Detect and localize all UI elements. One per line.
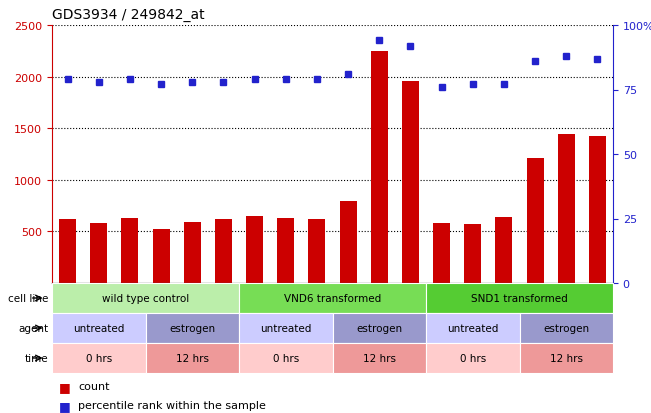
Bar: [402, 81, 419, 283]
Bar: [277, 218, 294, 283]
Bar: [215, 219, 232, 283]
Text: 0 hrs: 0 hrs: [86, 353, 112, 363]
Bar: [309, 219, 326, 283]
Text: estrogen: estrogen: [543, 323, 589, 333]
Text: untreated: untreated: [447, 323, 499, 333]
Text: untreated: untreated: [260, 323, 311, 333]
Bar: [59, 219, 76, 283]
Bar: [370, 52, 388, 283]
Text: estrogen: estrogen: [356, 323, 402, 333]
Text: wild type control: wild type control: [102, 293, 189, 303]
Text: count: count: [78, 381, 109, 392]
Bar: [433, 223, 450, 283]
Text: time: time: [25, 353, 49, 363]
Text: SND1 transformed: SND1 transformed: [471, 293, 568, 303]
Bar: [464, 225, 481, 283]
Text: percentile rank within the sample: percentile rank within the sample: [78, 400, 266, 410]
Text: VND6 transformed: VND6 transformed: [284, 293, 381, 303]
Bar: [90, 223, 107, 283]
Bar: [152, 230, 170, 283]
Bar: [340, 202, 357, 283]
Bar: [121, 218, 139, 283]
Text: cell line: cell line: [8, 293, 49, 303]
Text: GDS3934 / 249842_at: GDS3934 / 249842_at: [52, 8, 204, 22]
Text: estrogen: estrogen: [169, 323, 215, 333]
Text: agent: agent: [19, 323, 49, 333]
Bar: [184, 223, 201, 283]
Bar: [558, 135, 575, 283]
Text: untreated: untreated: [73, 323, 124, 333]
Text: 0 hrs: 0 hrs: [460, 353, 486, 363]
Bar: [246, 216, 263, 283]
Text: 0 hrs: 0 hrs: [273, 353, 299, 363]
Text: 12 hrs: 12 hrs: [549, 353, 583, 363]
Bar: [527, 159, 544, 283]
Bar: [495, 217, 512, 283]
Text: 12 hrs: 12 hrs: [176, 353, 209, 363]
Text: ■: ■: [59, 399, 70, 412]
Text: 12 hrs: 12 hrs: [363, 353, 396, 363]
Text: ■: ■: [59, 380, 70, 393]
Bar: [589, 137, 606, 283]
